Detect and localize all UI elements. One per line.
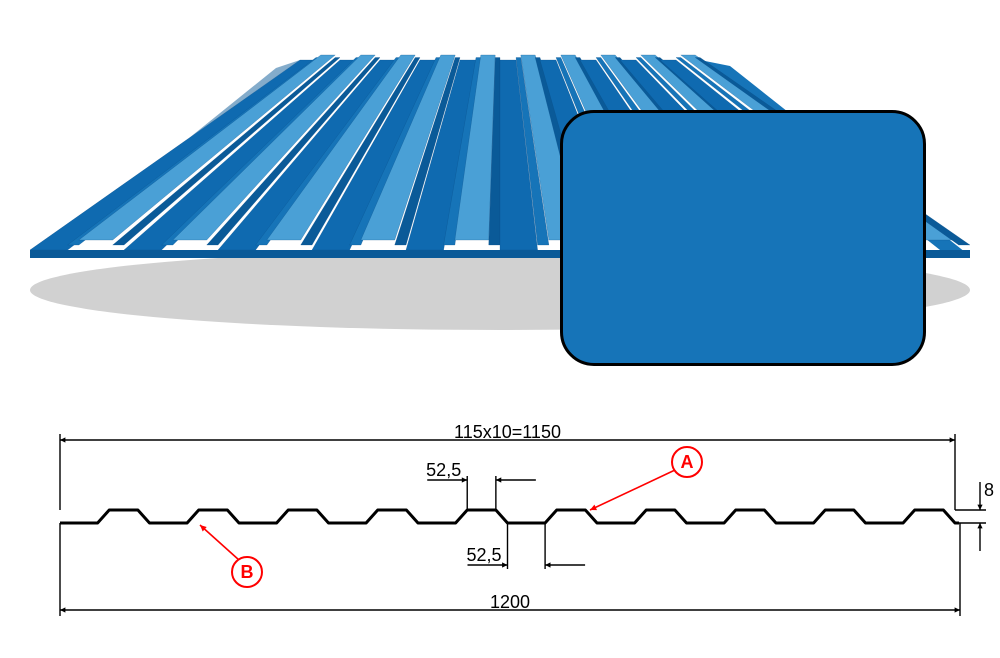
dim-label-overall-top: 115x10=1150: [454, 422, 561, 443]
callout-marker-a: A: [671, 446, 703, 478]
dim-label-flat-bot: 52,5: [466, 545, 501, 566]
dim-label-overall-bot: 1200: [490, 592, 530, 613]
color-swatch: [560, 110, 926, 366]
callout-marker-b: B: [231, 556, 263, 588]
diagram-canvas: 115x10=1150 1200 52,5 52,5 8 A B: [0, 0, 1000, 658]
dim-label-rib-top: 52,5: [426, 460, 461, 481]
dim-label-height: 8: [984, 480, 994, 501]
